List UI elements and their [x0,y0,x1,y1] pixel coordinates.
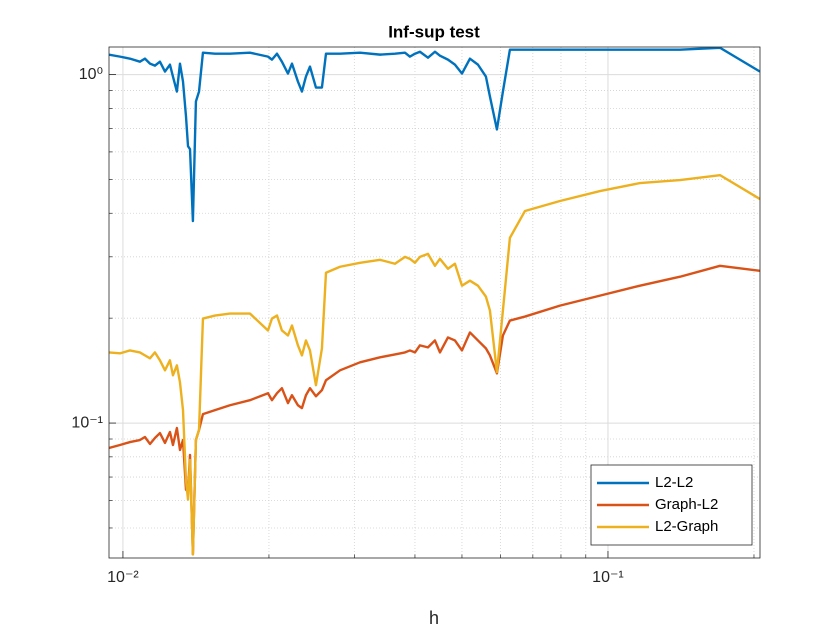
x-axis-label: h [429,608,439,628]
legend: L2-L2 Graph-L2 L2-Graph [590,464,753,546]
grid [109,47,760,558]
x-tick-label: 10⁻² [107,569,139,586]
x-tick-label: 10⁻¹ [592,569,624,586]
axes-box [108,46,761,559]
series-line [109,47,760,223]
lines [109,47,760,556]
chart-title: Inf-sup test [388,22,480,41]
series-line [109,173,760,556]
legend-label: L2-Graph [655,518,718,535]
series-line [109,264,760,556]
y-tick-label: 10⁰ [79,66,103,83]
legend-label: Graph-L2 [655,496,718,513]
ticks [109,74,755,558]
legend-label: L2-L2 [655,474,693,491]
y-tick-label: 10⁻¹ [71,414,103,431]
